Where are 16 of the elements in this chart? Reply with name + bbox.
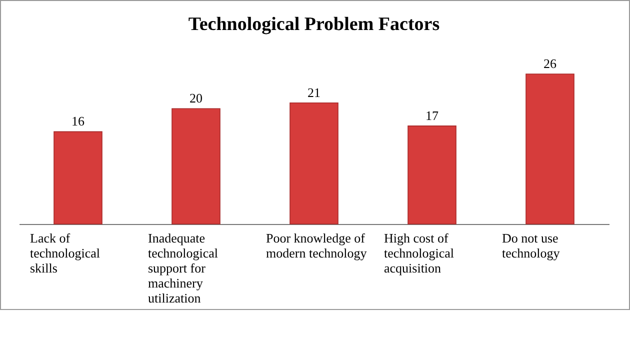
data-label: 17 [426, 108, 439, 123]
data-label: 21 [308, 84, 320, 100]
x-tick-label: Do not use technology [502, 230, 560, 260]
bar [172, 108, 220, 224]
x-tick-label: Poor knowledge of modern technology [266, 230, 368, 260]
data-label: 26 [544, 56, 557, 71]
bar [408, 126, 456, 224]
data-label: 20 [190, 90, 202, 106]
bar [526, 74, 574, 224]
x-tick-label: Lack of technological skills [30, 230, 100, 276]
bar [290, 102, 338, 224]
chart-title: Technological Problem Factors [188, 14, 440, 35]
x-tick-label: High cost of technological acquisition [384, 230, 454, 276]
data-label: 16 [72, 114, 85, 129]
bar [54, 131, 102, 224]
x-tick-label: Inadequate technological support for machinery utilization [148, 230, 218, 306]
